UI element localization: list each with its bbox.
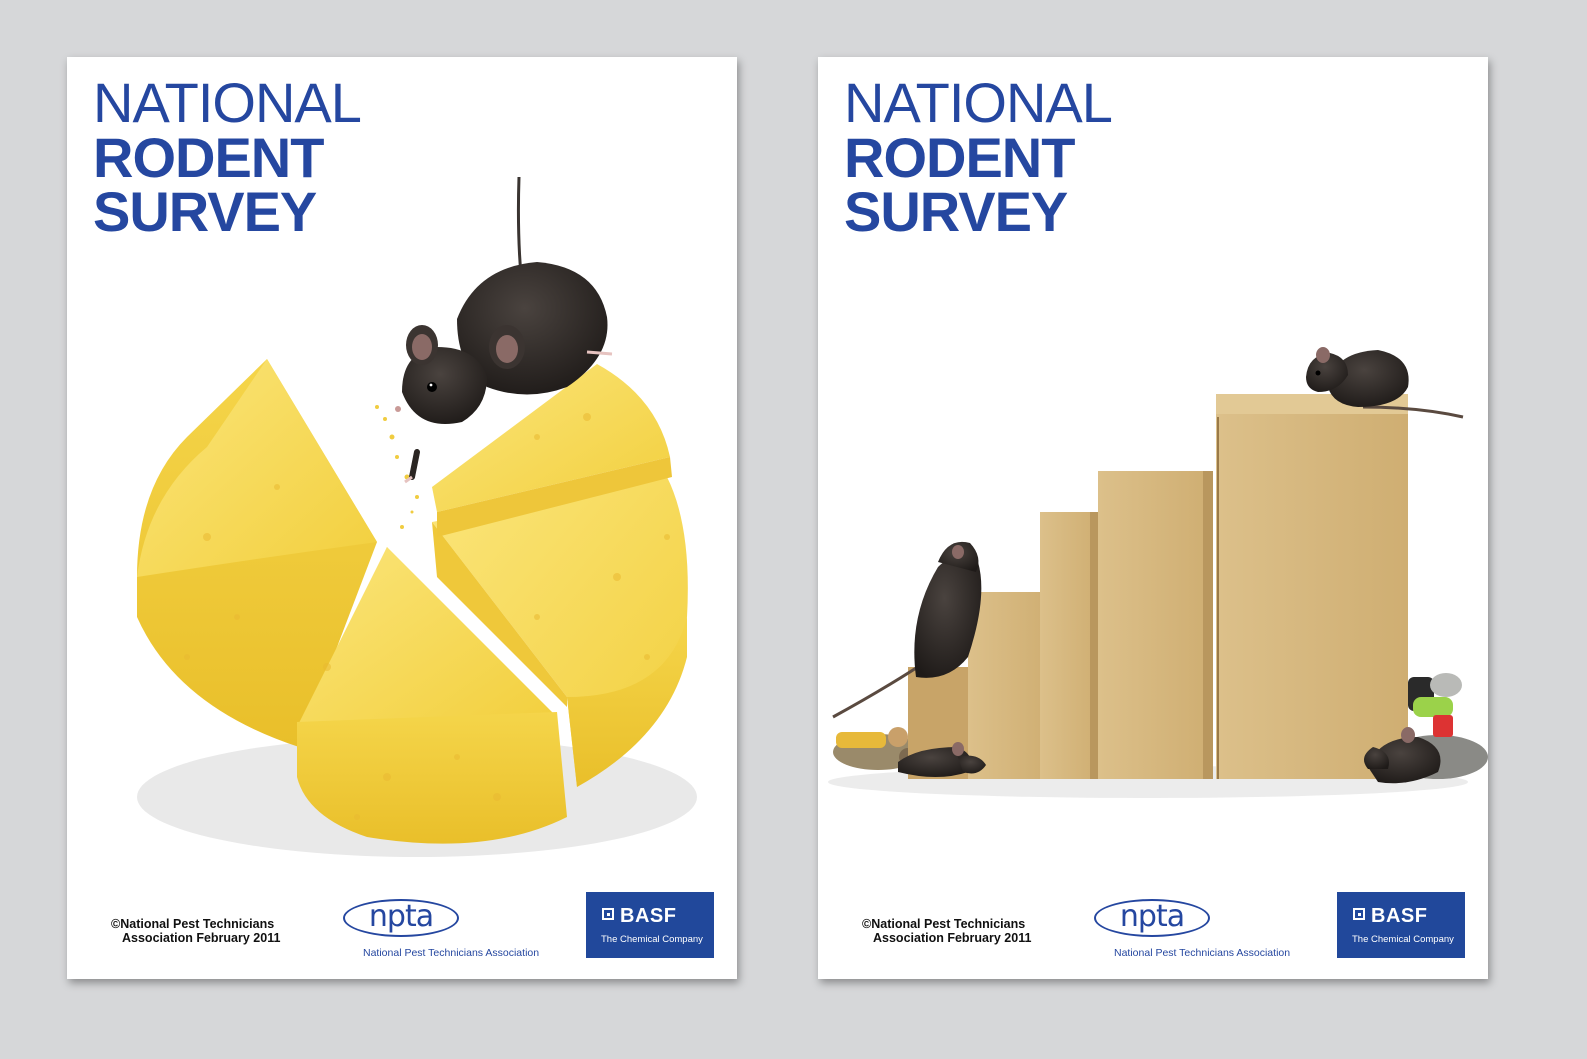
npta-wordmark: npta <box>368 899 434 934</box>
title-rodent: RODENT <box>93 126 324 189</box>
copyright-notice: ©National Pest Technicians Association F… <box>862 917 1031 945</box>
title-survey: SURVEY <box>93 180 317 243</box>
npta-logo: npta National Pest Technicians Associati… <box>343 897 553 963</box>
cover-left: NATIONAL RODENT SURVEY <box>67 57 737 979</box>
cheese-wedge-right <box>432 477 688 787</box>
copyright-line2: Association February 2011 <box>873 931 1032 945</box>
npta-full-name: National Pest Technicians Association <box>363 947 540 959</box>
cheese-wedge-top <box>432 364 672 537</box>
basf-tagline: The Chemical Company <box>1352 934 1454 945</box>
copyright-line2: Association February 2011 <box>122 931 281 945</box>
cardboard-box-3 <box>1098 471 1213 779</box>
title-national: NATIONAL <box>844 71 1113 134</box>
npta-full-name: National Pest Technicians Association <box>1114 947 1291 959</box>
mouse-on-cheese-pie-icon <box>137 176 697 857</box>
cardboard-box-1 <box>908 592 1050 779</box>
mouse-icon <box>395 176 613 484</box>
mouse-icon <box>1306 347 1464 419</box>
copyright-line1: ©National Pest Technicians <box>111 917 275 931</box>
copyright-line1: ©National Pest Technicians <box>862 917 1026 931</box>
mouse-icon <box>832 541 982 719</box>
cheese-wedge-left <box>137 359 377 747</box>
basf-wordmark: BASF <box>620 905 677 927</box>
cardboard-box-4 <box>1216 394 1408 779</box>
cover-right: NATIONAL RODENT SURVEY <box>818 57 1488 979</box>
npta-oval-icon: npta <box>343 899 459 937</box>
cheese-wedge-bottom <box>297 547 567 844</box>
basf-wordmark: BASF <box>1371 905 1428 927</box>
cardboard-box-2 <box>1040 512 1100 779</box>
title-national: NATIONAL <box>93 71 362 134</box>
copyright-notice: ©National Pest Technicians Association F… <box>111 917 280 945</box>
basf-tagline: The Chemical Company <box>601 934 703 945</box>
title-rodent: RODENT <box>844 126 1075 189</box>
npta-wordmark: npta <box>1119 899 1185 934</box>
basf-square-icon <box>602 908 614 920</box>
cover-title: NATIONAL RODENT SURVEY <box>93 71 362 243</box>
mice-on-cardboard-bar-chart-icon <box>828 347 1488 798</box>
cover-title: NATIONAL RODENT SURVEY <box>844 71 1113 243</box>
mouse-icon <box>1364 727 1441 784</box>
basf-square-icon <box>1353 908 1365 920</box>
title-survey: SURVEY <box>844 180 1068 243</box>
npta-oval-icon: npta <box>1094 899 1210 937</box>
basf-logo: BASF The Chemical Company <box>586 892 714 958</box>
npta-logo: npta National Pest Technicians Associati… <box>1094 897 1304 963</box>
mouse-icon <box>898 742 986 777</box>
basf-logo: BASF The Chemical Company <box>1337 892 1465 958</box>
